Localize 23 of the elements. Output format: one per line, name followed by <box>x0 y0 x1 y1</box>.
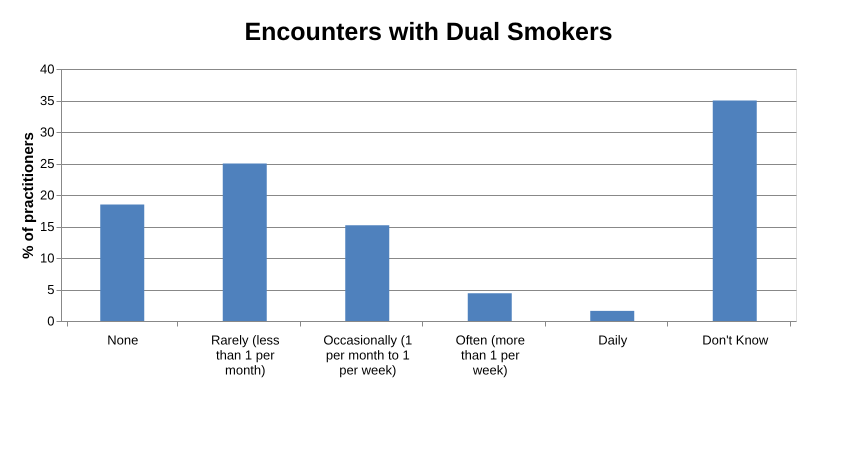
y-tick-label: 25 <box>40 156 54 171</box>
bar <box>712 100 757 321</box>
x-tick-label: None <box>107 332 138 348</box>
y-axis-title: % of practitioners <box>20 132 38 259</box>
bar <box>222 164 267 321</box>
x-tick-label: Rarely (less than 1 per month) <box>210 332 280 378</box>
y-tick-label: 20 <box>40 188 54 202</box>
y-tick-label: 35 <box>40 93 54 108</box>
y-tick-label: 30 <box>40 124 54 140</box>
y-tick-label: 5 <box>47 282 54 297</box>
y-tick-label: 40 <box>40 62 54 76</box>
y-tick-label: 15 <box>40 219 54 234</box>
y-tick-label: 0 <box>47 314 54 328</box>
x-tick-label: Often (more than 1 per week) <box>456 332 525 378</box>
bar <box>590 310 634 321</box>
chart-title: Encounters with Dual Smokers <box>244 18 613 46</box>
bar <box>345 225 390 321</box>
x-tick-label: Daily <box>598 332 628 348</box>
x-tick-label: Occasionally (1 per month to 1 per week) <box>323 332 412 378</box>
bar <box>468 293 512 321</box>
y-tick-label: 10 <box>40 250 54 266</box>
x-tick-label: Don't Know <box>702 332 769 348</box>
bar <box>100 204 144 321</box>
